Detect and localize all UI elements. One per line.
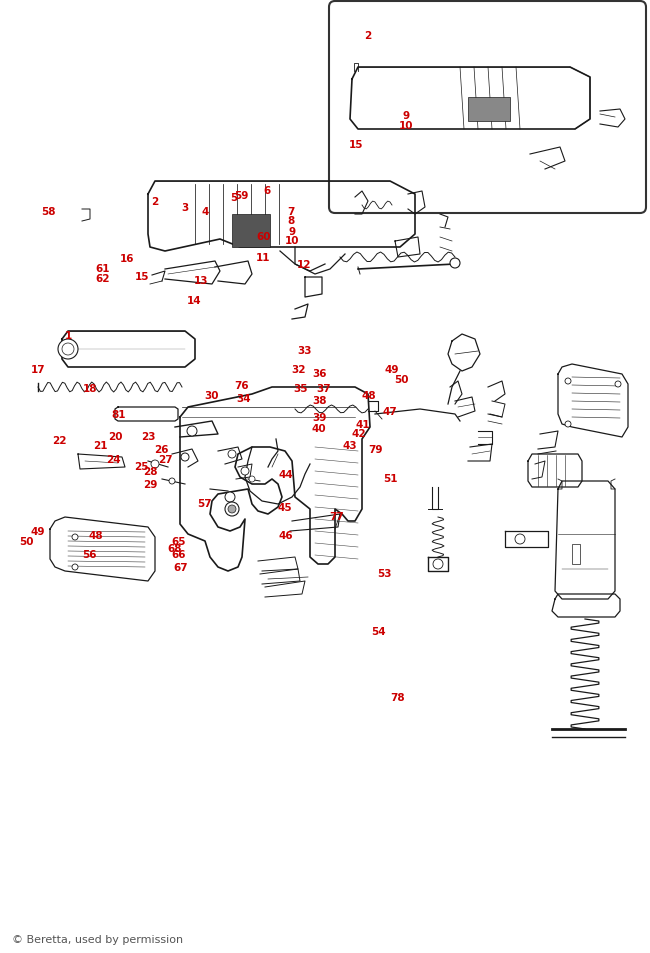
Text: 42: 42 (352, 429, 366, 438)
Polygon shape (232, 214, 270, 248)
Circle shape (62, 344, 74, 355)
Text: 7: 7 (287, 207, 294, 216)
Text: 78: 78 (391, 693, 405, 702)
Text: 77: 77 (330, 512, 344, 521)
Text: 79: 79 (369, 445, 383, 455)
Circle shape (58, 339, 78, 359)
Circle shape (515, 535, 525, 544)
Text: 41: 41 (356, 419, 370, 429)
FancyBboxPatch shape (329, 2, 646, 213)
Text: 15: 15 (135, 272, 149, 281)
Text: 3: 3 (181, 203, 189, 213)
Text: 9: 9 (289, 227, 296, 236)
Circle shape (187, 427, 197, 436)
Text: 50: 50 (395, 375, 409, 384)
Text: 24: 24 (107, 455, 121, 464)
Circle shape (169, 478, 175, 484)
Text: 39: 39 (313, 413, 327, 422)
Text: 25: 25 (135, 462, 149, 472)
Text: 60: 60 (256, 232, 270, 241)
Text: 81: 81 (111, 410, 125, 419)
Text: 53: 53 (378, 569, 392, 578)
Circle shape (450, 258, 460, 269)
Text: 48: 48 (89, 531, 103, 540)
Text: 6: 6 (263, 186, 270, 195)
Text: 50: 50 (19, 537, 33, 546)
Text: 27: 27 (159, 455, 173, 464)
Text: 46: 46 (279, 531, 293, 540)
Text: 56: 56 (83, 550, 97, 559)
Text: 17: 17 (31, 365, 45, 375)
Text: 8: 8 (287, 216, 295, 226)
Text: 67: 67 (174, 562, 188, 572)
Bar (572, 544, 580, 564)
Text: 10: 10 (399, 121, 413, 131)
Text: 65: 65 (172, 537, 186, 546)
Text: 2: 2 (364, 31, 372, 41)
Text: 44: 44 (279, 470, 293, 479)
Text: 34: 34 (237, 394, 251, 403)
Text: 62: 62 (96, 274, 110, 283)
Text: 37: 37 (317, 384, 331, 394)
Text: 47: 47 (383, 407, 397, 416)
Circle shape (72, 564, 78, 571)
Circle shape (565, 378, 571, 385)
Circle shape (249, 476, 255, 482)
Text: 48: 48 (362, 391, 376, 400)
Text: 45: 45 (278, 502, 292, 512)
Text: 22: 22 (53, 436, 67, 445)
Text: 15: 15 (349, 140, 363, 150)
Text: 28: 28 (144, 467, 158, 476)
Text: 11: 11 (256, 253, 270, 262)
Text: 35: 35 (293, 384, 307, 394)
Circle shape (181, 454, 189, 461)
Text: 4: 4 (201, 207, 209, 216)
Text: 13: 13 (194, 276, 209, 286)
Text: 5: 5 (230, 193, 238, 203)
Text: 20: 20 (109, 432, 123, 441)
Text: 16: 16 (120, 254, 134, 264)
Circle shape (225, 502, 239, 517)
Text: 32: 32 (292, 365, 306, 375)
Text: 61: 61 (96, 264, 110, 274)
Text: 43: 43 (343, 441, 357, 451)
Text: 36: 36 (313, 369, 327, 378)
Circle shape (228, 451, 236, 458)
Text: 66: 66 (172, 550, 186, 559)
Text: 38: 38 (313, 395, 327, 405)
Text: 29: 29 (144, 479, 158, 489)
Circle shape (241, 468, 249, 476)
Text: 49: 49 (31, 527, 45, 537)
Circle shape (151, 460, 159, 469)
Text: 40: 40 (311, 424, 326, 434)
Circle shape (225, 493, 235, 502)
Text: 26: 26 (154, 445, 168, 455)
Text: 49: 49 (384, 365, 398, 375)
Text: 33: 33 (297, 346, 311, 355)
Text: 18: 18 (83, 384, 97, 394)
Text: 54: 54 (371, 626, 385, 636)
Text: 76: 76 (235, 381, 249, 391)
Text: 58: 58 (42, 207, 56, 216)
Text: 2: 2 (151, 197, 159, 207)
Circle shape (72, 535, 78, 540)
Text: 10: 10 (285, 236, 300, 246)
Polygon shape (468, 98, 510, 122)
Text: 9: 9 (403, 112, 410, 121)
Text: 30: 30 (204, 391, 218, 400)
Text: 1: 1 (64, 331, 72, 340)
Text: 51: 51 (383, 474, 397, 483)
Text: 59: 59 (235, 191, 249, 200)
Text: 68: 68 (167, 543, 181, 553)
Circle shape (565, 421, 571, 428)
Text: 12: 12 (297, 260, 311, 270)
Circle shape (615, 381, 621, 388)
Circle shape (228, 505, 236, 514)
Text: 23: 23 (141, 432, 155, 441)
Text: 21: 21 (94, 441, 108, 451)
Circle shape (433, 559, 443, 569)
Text: 57: 57 (198, 498, 212, 508)
Text: 14: 14 (187, 295, 201, 305)
Text: © Beretta, used by permission: © Beretta, used by permission (12, 934, 183, 944)
